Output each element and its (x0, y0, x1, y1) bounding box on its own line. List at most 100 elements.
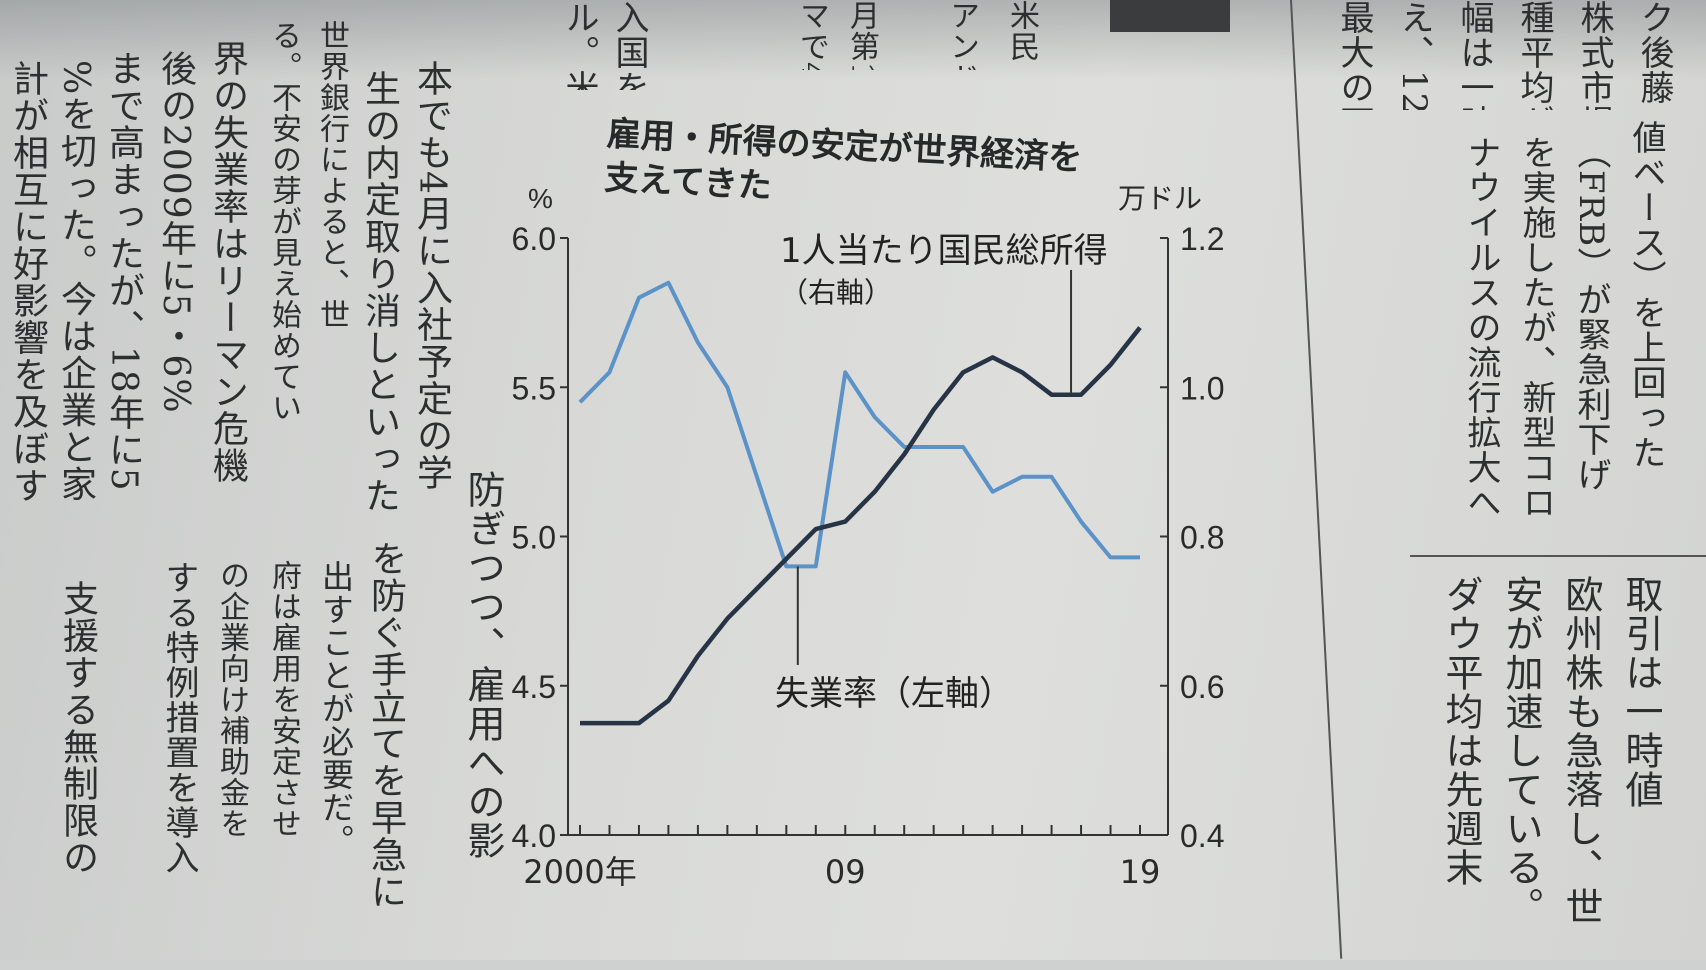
article-top-column-2: 月第1 (840, 0, 880, 70)
right-tick-label: 0.8 (1180, 520, 1224, 556)
article-line: 生の内定取り消しといった (360, 70, 400, 514)
chart-ticks (560, 237, 1168, 836)
article-right-body-3: を実施したが、新型コロ (1515, 135, 1557, 555)
article-line: ク後藤 (1635, 0, 1674, 105)
article-left-column-17: ル。米 (560, 0, 600, 90)
article-line: 入国を (610, 0, 649, 90)
article-left-column-15: する特例措置を導入 (160, 560, 200, 960)
article-right-lower-4: 取引は一時値 (1620, 575, 1664, 960)
article-right-body-2: ナウイルスの流行拡大へ (1460, 135, 1502, 555)
left-tick-label: 4.0 (512, 818, 556, 854)
article-line: 種平均が (1515, 0, 1554, 110)
article-right-lower-1: ダウ平均は先週末 (1440, 575, 1484, 960)
article-line: を防ぐ手立てを早急に (366, 540, 406, 910)
article-line: 欧州株も急落し、世 (1560, 575, 1603, 926)
article-line: アンド (944, 0, 979, 70)
article-line: %を切った。今は企業と家 (58, 60, 96, 503)
chart-frame (567, 238, 1169, 836)
article-left-column-11: を防ぐ手立てを早急に (366, 540, 408, 960)
chart-lines (578, 270, 1142, 726)
income-series-label: 1人当たり国民総所得 (780, 231, 1108, 271)
article-line: 後の2009年に5・6% (158, 50, 196, 414)
article-line: 値ベース）を上回った (1626, 120, 1666, 470)
x-tick-label: 19 (1120, 853, 1161, 891)
article-line: 安が加速している。 (1500, 575, 1543, 926)
article-right-headline-5: 株式市場 (1575, 0, 1615, 110)
left-tick-label: 5.0 (512, 520, 556, 556)
chart-labels: 6.0 5.5 5.0 4.5 4.0 1.2 1.0 0.8 0.6 0.4% 万ドル 2000年 0… (512, 182, 1225, 891)
left-tick-label: 5.5 (512, 370, 556, 406)
article-top-column-4: 米民 (1000, 0, 1040, 70)
article-right-lower-2: 安が加速している。 (1500, 575, 1544, 960)
article-line: マで41 (794, 0, 829, 70)
page-curl-shadow (0, 0, 1706, 80)
article-line: ダウ平均は先週末 (1440, 575, 1483, 887)
article-right-headline-3: 幅は一時 (1455, 0, 1495, 110)
unemployment-series-label: 失業率（左軸） (775, 674, 1013, 714)
x-tick-label: 09 (825, 853, 866, 891)
article-line: （FRB）が緊急利下げ (1571, 135, 1611, 493)
right-axis-unit: 万ドル (1118, 182, 1202, 215)
article-line: 計が相互に好影響を及ぼす (10, 60, 48, 504)
article-right-lower-3: 欧州株も急落し、世 (1560, 575, 1604, 960)
right-tick-label: 1.0 (1180, 370, 1224, 406)
left-tick-label: 4.5 (512, 669, 556, 705)
article-line: 幅は一時 (1455, 0, 1494, 110)
article-top-column-1: マで41 (790, 0, 830, 70)
article-line: ル。米 (560, 0, 599, 90)
article-line: 最大の下 (1335, 0, 1374, 110)
left-axis-unit: % (528, 183, 553, 214)
article-left-column-5: 界の失業率はリーマン危機 (210, 40, 250, 940)
article-right-headline-1: 最大の下 (1335, 0, 1375, 110)
article-line: まで高まったが、18年に5 (106, 50, 144, 492)
article-line: する特例措置を導入 (160, 560, 199, 875)
article-line: を実施したが、新型コロ (1516, 135, 1556, 520)
article-left-column-8: 生の内定取り消しといった (360, 70, 402, 970)
article-left-column-14: の企業向け補助金を (210, 560, 250, 960)
left-tick-label: 6.0 (512, 221, 556, 257)
article-left-column-1: 計が相互に好影響を及ぼす (10, 60, 50, 960)
article-line: の企業向け補助金を (214, 560, 249, 839)
series-line (578, 280, 1140, 569)
article-line: ナウイルスの流行拡大へ (1461, 135, 1501, 520)
income-series-axis-note: （右軸） (780, 276, 892, 309)
article-line: 本でも4月に入社予定の学 (412, 60, 452, 491)
x-tick-label: 2000年 (523, 853, 636, 891)
article-left-column-2: %を切った。今は企業と家 (58, 60, 98, 960)
article-left-column-9: 本でも4月に入社予定の学 (412, 60, 454, 960)
article-left-column-13: 府は雇用を安定させ (262, 560, 302, 960)
article-left-column-3: まで高まったが、18年に5 (106, 50, 146, 950)
article-line: 米民 (1004, 0, 1039, 62)
article-left-column-12: 出すことが必要だ。 (316, 560, 356, 960)
article-right-body-4: （FRB）が緊急利下げ (1570, 135, 1612, 555)
article-left-column-7: 世界銀行によると、世 (310, 20, 350, 920)
right-tick-label: 1.2 (1180, 221, 1224, 257)
article-line: 府は雇用を安定させ (266, 560, 301, 839)
article-left-column-6: る。不安の芽が見え始めてい (262, 20, 302, 920)
article-line: 月第1 (844, 0, 879, 70)
article-line: 世界銀行によると、世 (314, 20, 349, 330)
black-header-block (1110, 0, 1230, 32)
article-right-headline-6: ク後藤 (1635, 0, 1675, 110)
article-line: 防ぎつつ、雇用への影 (464, 470, 505, 860)
article-line: 支援する無制限の (60, 580, 98, 876)
article-right-headline-4: 種平均が (1515, 0, 1555, 110)
article-line: 界の失業率はリーマン危機 (210, 40, 248, 484)
article-left-column-18: 入国を (610, 0, 650, 90)
article-line: 取引は一時値 (1620, 575, 1663, 809)
series-line (580, 326, 1142, 726)
article-line: え、12日 (1395, 0, 1434, 110)
right-tick-label: 0.6 (1180, 669, 1224, 705)
section-divider (1410, 555, 1706, 557)
article-right-body-5: 値ベース）を上回った (1625, 120, 1667, 550)
article-left-column-10: 防ぎつつ、雇用への影 (464, 470, 506, 970)
article-left-column-4: 後の2009年に5・6% (158, 50, 198, 950)
article-line: 株式市場 (1575, 0, 1614, 110)
article-right-headline-2: え、12日 (1395, 0, 1435, 110)
article-left-column-16: 支援する無制限の (60, 580, 100, 960)
article-top-column-3: アンド (940, 0, 980, 70)
article-line: る。不安の芽が見え始めてい (266, 20, 301, 423)
right-tick-label: 0.4 (1180, 818, 1224, 854)
